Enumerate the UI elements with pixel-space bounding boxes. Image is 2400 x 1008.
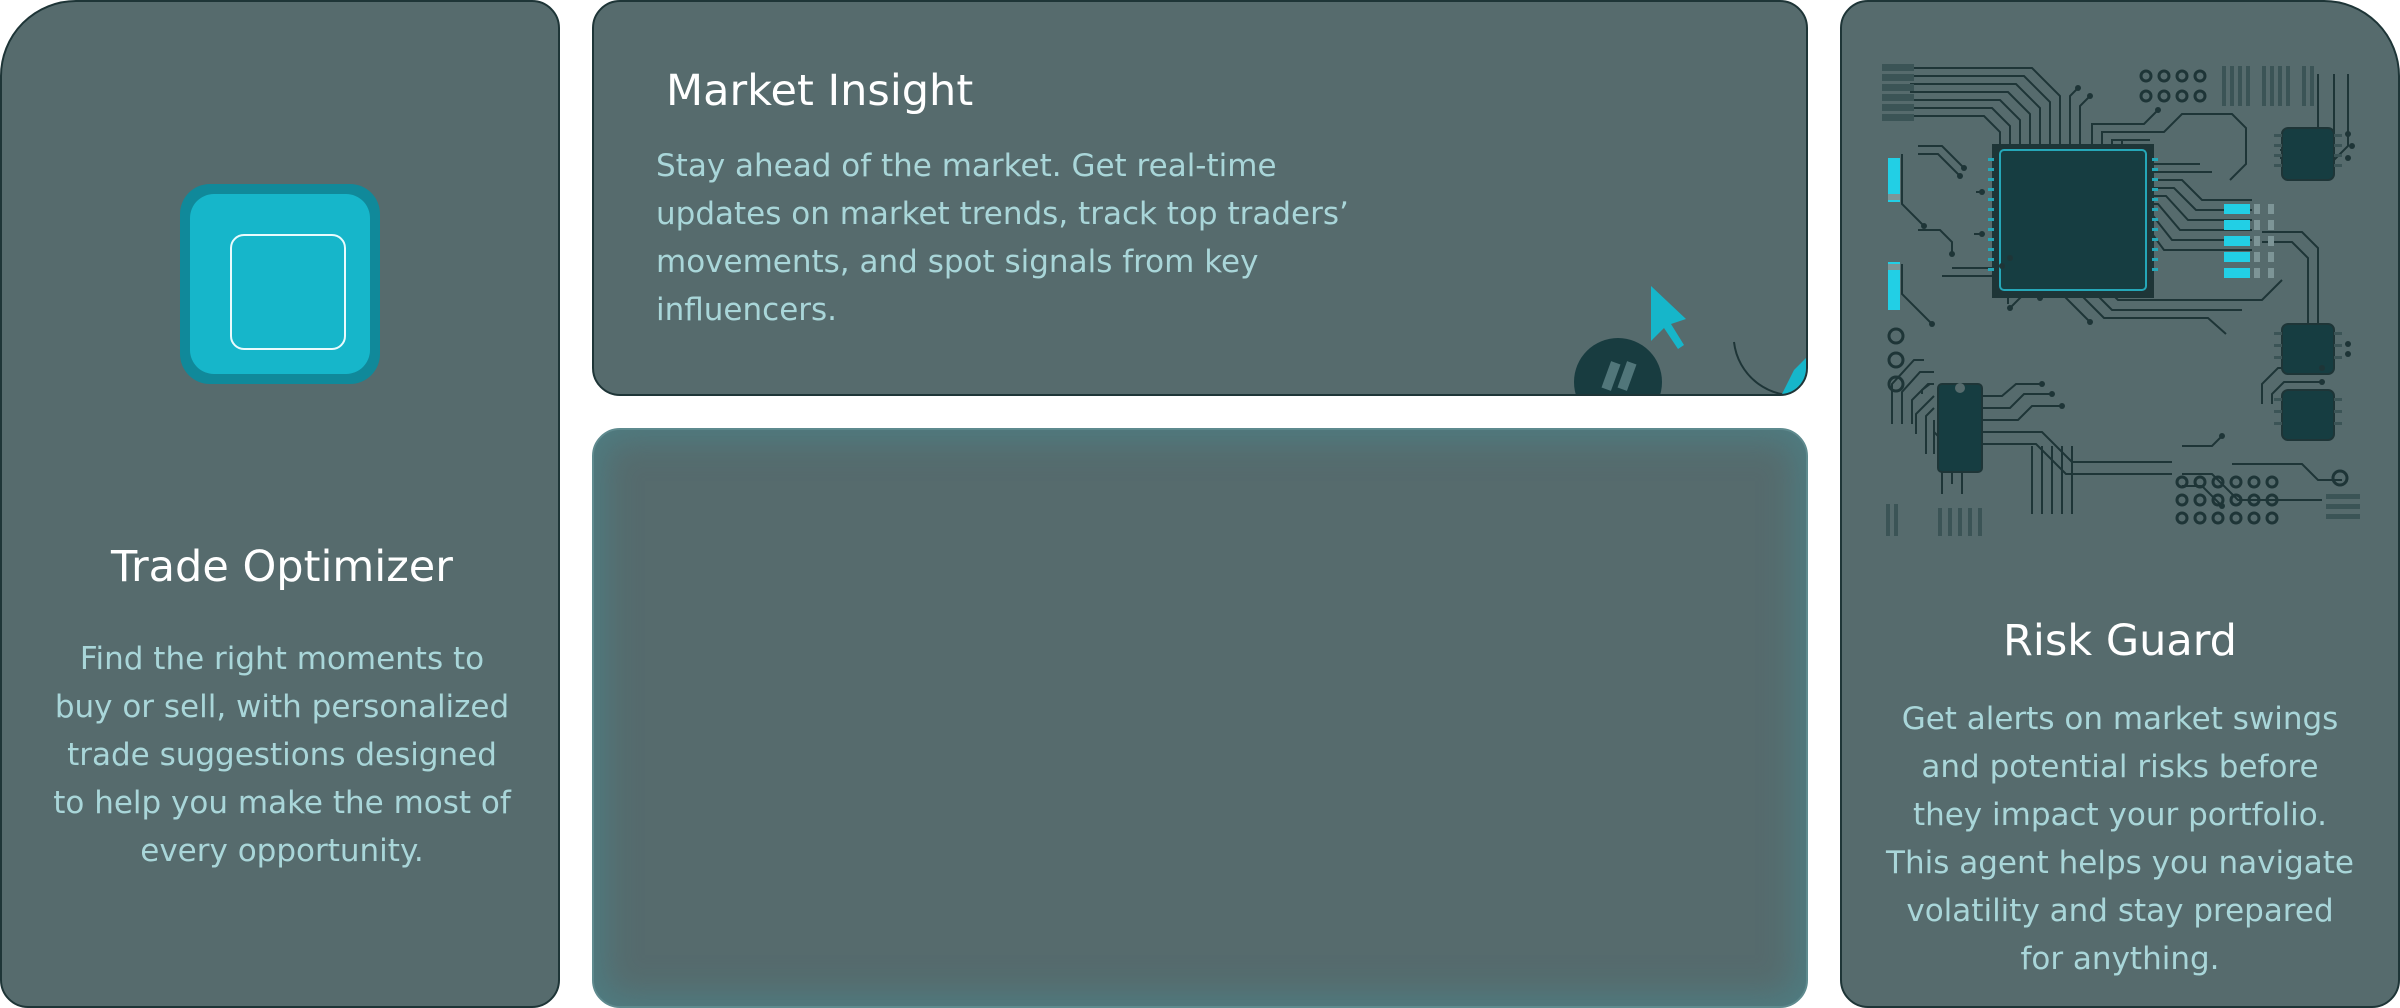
- cursor-arrow-icon: [1651, 286, 1686, 349]
- square-frame-icon: [180, 184, 380, 384]
- icon-inner-frame: [230, 234, 346, 350]
- coin-icon: [1574, 338, 1662, 394]
- card-title: Trade Optimizer: [111, 542, 453, 592]
- card-title: Market Insight: [666, 66, 974, 116]
- card-description: Get alerts on market swings and potentia…: [1886, 701, 2354, 977]
- circuit-board-icon: [1882, 64, 2360, 536]
- risk-guard-card: Risk Guard Get alerts on market swings a…: [1840, 0, 2400, 1008]
- market-insight-card: Market Insight Stay ahead of the market.…: [592, 0, 1808, 396]
- card-description: Stay ahead of the market. Get real-time …: [656, 148, 1349, 328]
- card-description: Find the right moments to buy or sell, w…: [53, 641, 511, 869]
- icon-tile: [190, 194, 370, 374]
- card-title: Risk Guard: [2003, 616, 2237, 666]
- empty-feature-panel: [592, 428, 1808, 1008]
- trade-optimizer-card: Trade Optimizer Find the right moments t…: [0, 0, 560, 1008]
- market-illustration: [1574, 286, 1806, 394]
